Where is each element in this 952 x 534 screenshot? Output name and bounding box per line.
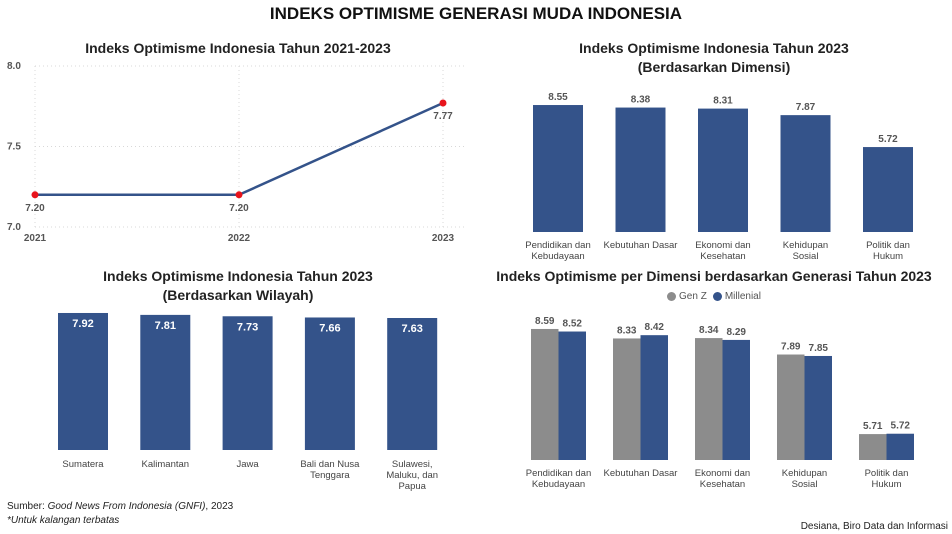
legend-label-millenial: Millenial	[724, 291, 761, 302]
restriction-note: *Untuk kalangan terbatas	[7, 515, 120, 526]
credit-note: Desiana, Biro Data dan Informasi	[800, 521, 948, 532]
bar-value-label: 7.85	[809, 343, 829, 354]
bar-millenial	[886, 433, 914, 460]
dimensi-chart-subtitle: (Berdasarkan Dimensi)	[637, 59, 791, 75]
category-label: Bali dan Nusa Tenggara	[300, 459, 360, 481]
bar-value-label: 7.92	[72, 318, 93, 330]
category-label: Pendidikan dan Kebudayaan	[525, 240, 591, 262]
data-label: 7.20	[229, 203, 249, 214]
main-title: INDEKS OPTIMISME GENERASI MUDA INDONESIA	[269, 4, 683, 23]
bar-value-label: 8.52	[563, 319, 583, 330]
category-label: Kehidupan Sosial	[783, 240, 828, 262]
data-point	[235, 191, 243, 199]
x-tick-label: 2021	[24, 233, 47, 244]
bar	[615, 107, 666, 232]
bar-value-label: 8.38	[631, 95, 651, 106]
bar-millenial	[558, 331, 586, 460]
bar	[533, 105, 583, 232]
category-label: Pendidikan dan Kebudayaan	[526, 468, 592, 490]
x-tick-label: 2022	[228, 233, 251, 244]
category-label: Ekonomi dan Kesehatan	[695, 468, 750, 490]
bar-millenial	[804, 355, 832, 460]
bar-value-label: 8.29	[727, 327, 747, 338]
data-label: 7.77	[433, 111, 453, 122]
bar-gen-z	[695, 338, 723, 460]
category-label: Jawa	[237, 459, 260, 470]
source-year: , 2023	[205, 501, 234, 512]
bar-value-label: 7.87	[796, 102, 816, 113]
bar-value-label: 5.72	[891, 421, 911, 432]
category-label: Politik dan Hukum	[866, 240, 910, 262]
legend-dot-genz	[667, 292, 677, 301]
y-tick-label: 8.0	[7, 61, 21, 72]
y-tick-label: 7.0	[7, 222, 21, 233]
bar-value-label: 7.89	[781, 342, 801, 353]
category-label: Kebutuhan Dasar	[604, 240, 678, 251]
bar	[140, 314, 191, 450]
bar-value-label: 8.55	[548, 92, 568, 103]
bar-gen-z	[777, 354, 805, 460]
bar-value-label: 5.72	[878, 134, 898, 145]
category-label: Kebutuhan Dasar	[604, 468, 678, 479]
bar-value-label: 7.63	[401, 323, 422, 335]
bar	[387, 318, 438, 450]
bar-value-label: 8.33	[617, 325, 637, 336]
bar-gen-z	[531, 328, 559, 460]
bar-gen-z	[613, 338, 641, 460]
wilayah-chart-title: Indeks Optimisme Indonesia Tahun 2023	[103, 268, 373, 284]
trend-chart-title: Indeks Optimisme Indonesia Tahun 2021-20…	[85, 40, 391, 56]
bar	[304, 317, 355, 450]
bar-millenial	[640, 335, 668, 460]
data-point	[31, 191, 39, 199]
wilayah-chart-subtitle: (Berdasarkan Wilayah)	[162, 287, 314, 303]
source-name: Good News From Indonesia (GNFI)	[47, 501, 206, 512]
source-prefix: Sumber:	[7, 501, 48, 512]
dimensi-chart-title: Indeks Optimisme Indonesia Tahun 2023	[579, 40, 849, 56]
bar-gen-z	[859, 434, 887, 460]
data-point	[439, 99, 447, 107]
category-label: Politik dan Hukum	[865, 468, 909, 490]
bar-value-label: 8.42	[645, 322, 665, 333]
legend-label-genz: Gen Z	[679, 291, 707, 302]
category-label: Kalimantan	[142, 459, 190, 470]
bar-value-label: 5.71	[863, 421, 883, 432]
bar	[863, 147, 913, 232]
bar-value-label: 7.81	[155, 320, 176, 332]
generasi-chart-title: Indeks Optimisme per Dimensi berdasarkan…	[496, 268, 932, 284]
bar	[698, 108, 748, 232]
x-tick-label: 2023	[432, 233, 455, 244]
bar	[222, 316, 273, 450]
dimensi-bar-chart: 8.55 Pendidikan dan Kebudayaan 8.38 Kebutuha…	[525, 92, 913, 262]
bar-value-label: 7.66	[319, 322, 340, 334]
bar	[780, 115, 831, 232]
legend-dot-millenial	[712, 292, 722, 301]
wilayah-bar-chart: 7.92 Sumatera 7.81 Kalimantan 7.73 Jawa 7.66 Ba…	[58, 312, 438, 492]
bar-value-label: 7.73	[237, 321, 258, 333]
category-label: Kehidupan Sosial	[782, 468, 827, 490]
bar	[58, 312, 108, 450]
source-note: Sumber: Good News From Indonesia (GNFI),…	[7, 501, 233, 512]
data-label: 7.20	[25, 203, 45, 214]
category-label: Sumatera	[62, 459, 104, 470]
bar-value-label: 8.34	[699, 325, 719, 336]
y-tick-label: 7.5	[7, 142, 21, 153]
category-label: Ekonomi dan Kesehatan	[695, 240, 750, 262]
bar-value-label: 8.59	[535, 316, 555, 327]
category-label: Sulawesi, Maluku, dan Papua	[386, 459, 438, 492]
legend-item-millenial: Millenial	[712, 291, 761, 302]
bar-millenial	[722, 339, 750, 460]
legend-item-genz: Gen Z	[667, 291, 707, 302]
bar-value-label: 8.31	[713, 96, 733, 107]
generasi-legend: Gen Z Millenial	[476, 291, 952, 302]
trend-line-chart: 7.0 7.5 8.0 2021 2022 2023 7.20 7.20 7.77	[7, 61, 465, 244]
